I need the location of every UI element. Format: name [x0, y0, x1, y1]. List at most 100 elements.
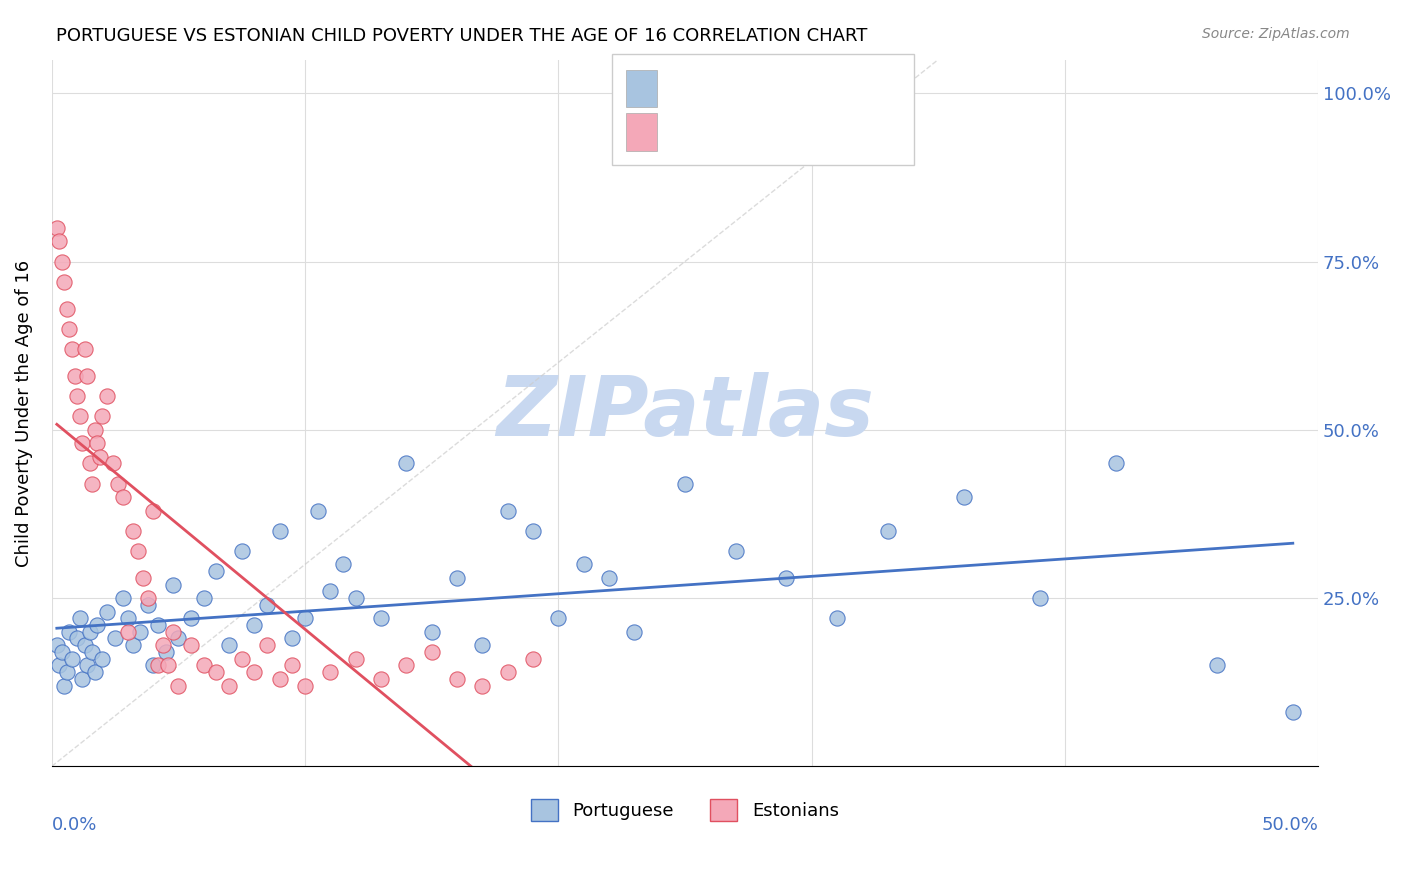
Point	[45, 220, 67, 235]
Point	[142, 503, 165, 517]
Text: PORTUGUESE VS ESTONIAN CHILD POVERTY UNDER THE AGE OF 16 CORRELATION CHART: PORTUGUESE VS ESTONIAN CHILD POVERTY UND…	[56, 27, 868, 45]
Point	[167, 632, 190, 646]
Point	[73, 342, 96, 356]
Point	[142, 658, 165, 673]
Point	[56, 665, 79, 679]
Point	[70, 672, 93, 686]
Point	[167, 679, 190, 693]
Point	[344, 591, 367, 605]
Point	[180, 611, 202, 625]
Point	[51, 645, 73, 659]
Point	[673, 476, 696, 491]
Point	[162, 577, 184, 591]
Point	[344, 651, 367, 665]
Point	[420, 645, 443, 659]
Text: 0.450: 0.450	[710, 123, 761, 141]
Point	[111, 490, 134, 504]
Point	[104, 632, 127, 646]
Point	[598, 571, 620, 585]
Point	[256, 598, 278, 612]
Point	[96, 605, 118, 619]
Point	[127, 544, 149, 558]
Point	[446, 571, 468, 585]
Point	[547, 611, 569, 625]
Point	[370, 672, 392, 686]
Point	[269, 672, 291, 686]
Point	[572, 558, 595, 572]
Point	[132, 571, 155, 585]
Point	[775, 571, 797, 585]
Point	[76, 658, 98, 673]
Point	[146, 618, 169, 632]
Point	[69, 611, 91, 625]
Point	[1028, 591, 1050, 605]
Point	[48, 658, 70, 673]
Point	[522, 651, 544, 665]
Point	[53, 275, 76, 289]
Point	[56, 301, 79, 316]
Point	[111, 591, 134, 605]
Point	[136, 598, 159, 612]
Text: R =: R =	[668, 123, 707, 141]
Text: ZIPatlas: ZIPatlas	[496, 373, 875, 453]
Point	[51, 254, 73, 268]
Point	[1281, 706, 1303, 720]
Point	[370, 611, 392, 625]
Text: 0.124: 0.124	[710, 79, 762, 97]
Point	[281, 658, 304, 673]
Point	[45, 638, 67, 652]
Point	[91, 409, 114, 424]
Point	[319, 584, 342, 599]
Point	[82, 476, 104, 491]
Point	[136, 591, 159, 605]
Point	[155, 645, 177, 659]
Y-axis label: Child Poverty Under the Age of 16: Child Poverty Under the Age of 16	[15, 260, 32, 566]
Point	[146, 658, 169, 673]
Point	[193, 591, 215, 605]
Text: N =: N =	[773, 123, 813, 141]
Point	[876, 524, 898, 538]
Text: 50.0%: 50.0%	[1261, 816, 1319, 834]
Point	[79, 624, 101, 639]
Text: Source: ZipAtlas.com: Source: ZipAtlas.com	[1202, 27, 1350, 41]
Point	[89, 450, 111, 464]
Point	[269, 524, 291, 538]
Text: R =: R =	[668, 79, 707, 97]
Point	[70, 436, 93, 450]
Point	[420, 624, 443, 639]
Point	[281, 632, 304, 646]
Point	[79, 457, 101, 471]
Point	[496, 503, 519, 517]
Point	[952, 490, 974, 504]
Point	[471, 638, 494, 652]
Point	[101, 457, 124, 471]
Point	[121, 638, 143, 652]
Point	[83, 423, 105, 437]
Point	[256, 638, 278, 652]
Point	[623, 624, 645, 639]
Point	[152, 638, 174, 652]
Point	[86, 618, 108, 632]
Point	[107, 476, 129, 491]
Point	[117, 611, 139, 625]
Point	[218, 679, 240, 693]
Point	[319, 665, 342, 679]
Point	[1104, 457, 1126, 471]
Point	[63, 368, 86, 383]
Point	[243, 618, 266, 632]
Text: N =: N =	[773, 79, 813, 97]
Point	[825, 611, 848, 625]
Point	[205, 665, 228, 679]
Text: 0.0%: 0.0%	[52, 816, 97, 834]
Point	[395, 457, 418, 471]
Point	[60, 342, 83, 356]
Point	[129, 624, 152, 639]
Point	[1205, 658, 1227, 673]
Text: 64: 64	[815, 79, 838, 97]
Point	[83, 665, 105, 679]
Point	[471, 679, 494, 693]
Point	[307, 503, 329, 517]
Point	[180, 638, 202, 652]
Point	[82, 645, 104, 659]
Point	[73, 638, 96, 652]
